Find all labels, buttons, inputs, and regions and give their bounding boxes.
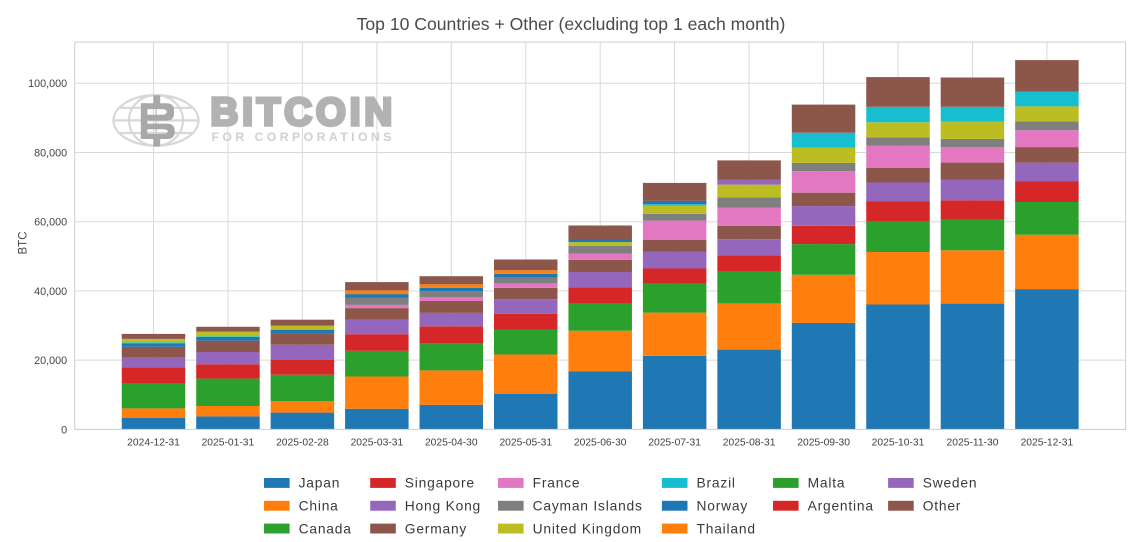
svg-text:China: China: [299, 499, 339, 514]
svg-text:Sweden: Sweden: [923, 476, 978, 491]
svg-text:2025-03-31: 2025-03-31: [351, 438, 404, 449]
svg-text:2025-10-31: 2025-10-31: [872, 438, 925, 449]
svg-text:Other: Other: [923, 499, 962, 514]
svg-text:0: 0: [61, 424, 67, 436]
svg-text:2025-06-30: 2025-06-30: [574, 438, 627, 449]
svg-text:Thailand: Thailand: [697, 521, 756, 536]
svg-text:2025-08-31: 2025-08-31: [723, 438, 776, 449]
svg-text:40,000: 40,000: [34, 286, 67, 298]
svg-text:2025-07-31: 2025-07-31: [648, 438, 701, 449]
svg-text:2025-05-31: 2025-05-31: [499, 438, 552, 449]
svg-text:Malta: Malta: [808, 476, 846, 491]
svg-text:United Kingdom: United Kingdom: [533, 521, 642, 536]
svg-text:BITCOIN: BITCOIN: [211, 91, 397, 134]
svg-text:2024-12-31: 2024-12-31: [127, 438, 180, 449]
svg-text:100,000: 100,000: [28, 78, 67, 90]
svg-text:20,000: 20,000: [34, 355, 67, 367]
svg-text:2025-04-30: 2025-04-30: [425, 438, 478, 449]
svg-text:Top 10 Countries + Other (excl: Top 10 Countries + Other (excluding top …: [357, 14, 786, 34]
svg-text:2025-02-28: 2025-02-28: [276, 438, 329, 449]
svg-text:2025-12-31: 2025-12-31: [1021, 438, 1074, 449]
svg-text:Japan: Japan: [299, 476, 341, 491]
svg-text:Norway: Norway: [697, 499, 749, 514]
svg-text:Cayman Islands: Cayman Islands: [533, 499, 643, 514]
svg-text:FOR CORPORATIONS: FOR CORPORATIONS: [212, 130, 395, 144]
svg-text:Hong Kong: Hong Kong: [405, 499, 481, 514]
svg-text:2025-01-31: 2025-01-31: [202, 438, 255, 449]
svg-text:Singapore: Singapore: [405, 476, 475, 491]
svg-text:Germany: Germany: [405, 521, 467, 536]
svg-text:80,000: 80,000: [34, 147, 67, 159]
svg-text:Brazil: Brazil: [697, 476, 736, 491]
svg-text:60,000: 60,000: [34, 217, 67, 229]
svg-text:Argentina: Argentina: [808, 499, 874, 514]
svg-text:2025-09-30: 2025-09-30: [797, 438, 850, 449]
svg-text:BTC: BTC: [18, 232, 30, 255]
svg-text:2025-11-30: 2025-11-30: [947, 438, 999, 449]
svg-text:France: France: [533, 476, 581, 491]
svg-text:Canada: Canada: [299, 521, 352, 536]
